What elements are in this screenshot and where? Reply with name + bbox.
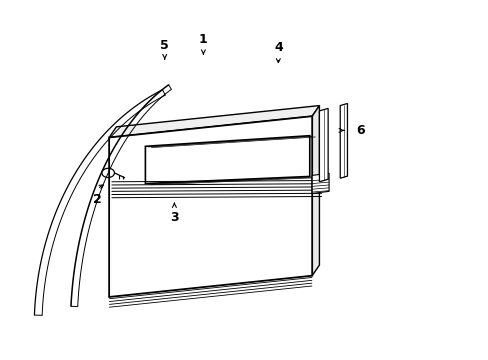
- Text: 1: 1: [199, 33, 207, 46]
- Text: 6: 6: [355, 124, 364, 137]
- Polygon shape: [145, 136, 309, 184]
- Polygon shape: [311, 105, 319, 276]
- Text: 3: 3: [170, 211, 178, 224]
- Text: 5: 5: [160, 39, 169, 52]
- Text: 4: 4: [273, 41, 282, 54]
- Text: 2: 2: [93, 193, 101, 206]
- Polygon shape: [319, 108, 327, 182]
- Polygon shape: [109, 105, 319, 138]
- Polygon shape: [109, 116, 311, 297]
- Polygon shape: [340, 103, 347, 178]
- Polygon shape: [311, 173, 328, 193]
